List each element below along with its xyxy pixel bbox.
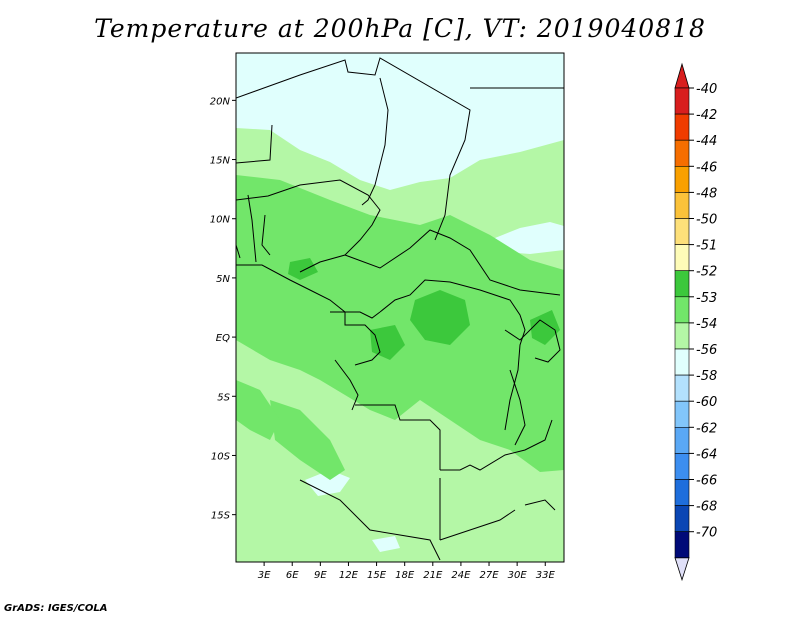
legend-swatch [674, 426, 690, 454]
legend-label: -60 [696, 395, 717, 410]
legend-swatch [674, 374, 690, 402]
legend-label: -62 [696, 421, 717, 436]
lat-label: 10S [211, 451, 231, 462]
legend-swatch [674, 270, 690, 298]
lon-label: 24E [451, 570, 471, 581]
legend-swatch [674, 505, 690, 533]
color-legend: -40 -42 -44 -46 -48 -50 -51 -52 -53 -54 -56 -58 -60 -… [674, 62, 717, 582]
lon-label: 18E [395, 570, 415, 581]
legend-label: -70 [696, 526, 717, 541]
legend-swatch [674, 113, 690, 141]
legend-label: -64 [696, 447, 717, 462]
legend-swatch [674, 348, 690, 376]
warm-spot-52b [370, 325, 405, 360]
cold-patch-east [490, 222, 564, 254]
grads-credit: GrADS: IGES/COLA [4, 603, 108, 614]
legend-label: -66 [696, 474, 717, 489]
cold-patch-south2 [372, 536, 400, 552]
legend-label: -54 [696, 317, 717, 332]
warm-tongue-sw [236, 380, 280, 440]
lat-label: 15N [210, 156, 231, 167]
legend-label: -56 [696, 343, 717, 358]
legend-swatch [674, 400, 690, 428]
legend-label: -44 [696, 134, 717, 149]
latitude-axis: 20N 15N 10N 5N EQ 5S 10S 15S [210, 96, 236, 522]
warm-spot-52d [530, 310, 560, 345]
legend-label: -52 [696, 265, 717, 280]
legend-swatch [674, 244, 690, 272]
legend-swatch [674, 479, 690, 506]
legend-label: -68 [696, 500, 717, 515]
legend-label: -51 [696, 239, 717, 254]
lon-label: 27E [480, 570, 500, 581]
cold-region-north [236, 53, 564, 190]
lon-label: 21E [423, 570, 443, 581]
legend-swatch [674, 322, 690, 350]
lon-label: 33E [536, 570, 556, 581]
lat-label: 5N [216, 274, 230, 285]
warm-band-53 [236, 175, 564, 472]
legend-swatch [674, 531, 690, 559]
legend-swatch [674, 218, 690, 245]
legend-label: -42 [696, 108, 717, 123]
legend-label: -46 [696, 160, 717, 175]
legend-swatch [674, 139, 690, 167]
lon-label: 9E [314, 570, 327, 581]
country-borders [236, 57, 564, 561]
lat-label: 5S [217, 392, 230, 403]
chart-title: Temperature at 200hPa [C], VT: 201904081… [94, 14, 706, 43]
lon-label: 30E [508, 570, 528, 581]
map-frame [235, 52, 565, 563]
lon-label: 6E [286, 570, 299, 581]
lat-label: 15S [211, 511, 231, 522]
lat-label: EQ [216, 333, 230, 344]
lon-label: 15E [367, 570, 387, 581]
legend-label: -58 [696, 369, 717, 384]
legend-label: -53 [696, 291, 717, 306]
temperature-field [236, 53, 564, 562]
longitude-axis: 3E 6E 9E 12E 15E 18E 21E 24E 27E 30E 33E [258, 562, 556, 581]
lon-label: 12E [339, 570, 359, 581]
legend-top-arrow [674, 62, 690, 89]
warm-tail-south [270, 400, 345, 480]
legend-label: -50 [696, 213, 717, 228]
legend-swatch [674, 87, 690, 115]
legend-swatch [674, 296, 690, 324]
lat-label: 10N [210, 215, 231, 226]
cold-patch-south [305, 470, 350, 496]
warm-spot-52a [410, 290, 470, 345]
legend-swatch [674, 192, 690, 219]
legend-label: -40 [696, 82, 717, 97]
legend-swatch [674, 166, 690, 193]
warm-spot-52c [288, 258, 318, 280]
legend-label: -48 [696, 186, 717, 201]
lat-label: 20N [210, 96, 231, 107]
legend-swatch [674, 453, 690, 480]
legend-bottom-arrow [674, 557, 690, 582]
lon-label: 3E [258, 570, 271, 581]
